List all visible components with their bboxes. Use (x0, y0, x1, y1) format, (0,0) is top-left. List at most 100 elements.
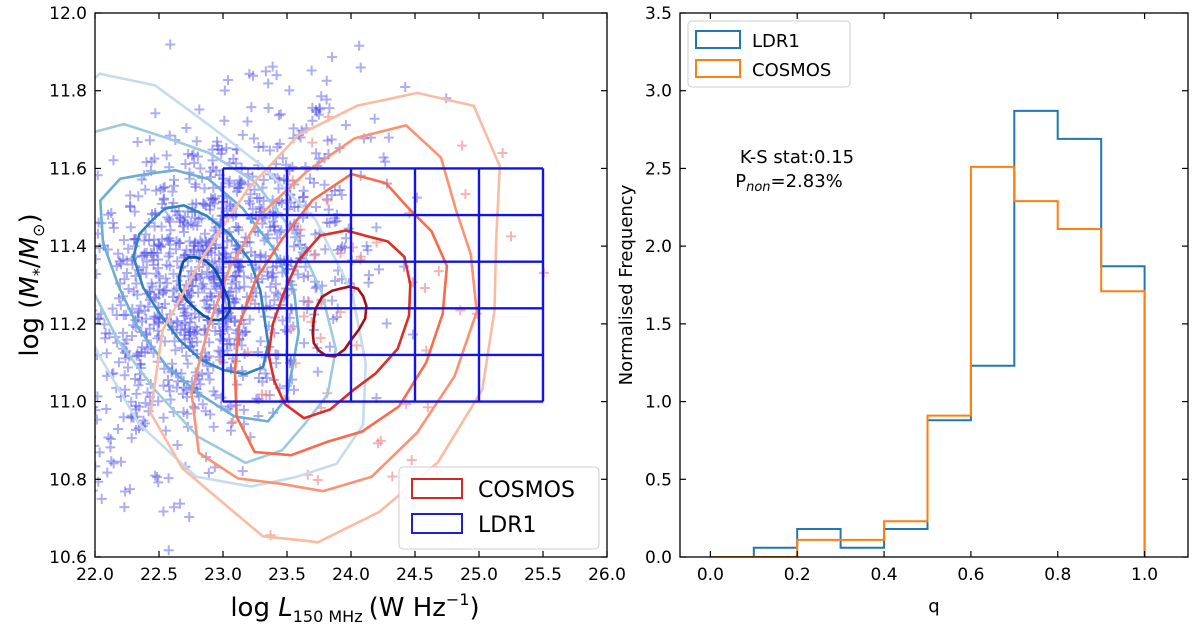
ldr1-point (145, 248, 156, 259)
right-legend: LDR1 COSMOS (687, 20, 851, 88)
ldr1-point (276, 225, 287, 236)
ldr1-point (95, 290, 96, 293)
ldr1-point (141, 247, 152, 258)
ldr1-point (179, 330, 190, 341)
ldr1-point (310, 229, 321, 240)
ldr1-point (276, 197, 287, 208)
ldr1-point (173, 238, 184, 249)
ldr1-point (140, 184, 151, 195)
ldr1-point (209, 256, 220, 267)
ldr1-point (378, 152, 389, 163)
ldr1-point (324, 103, 335, 114)
left-legend: COSMOS LDR1 (398, 466, 600, 550)
legend-label-cosmos-hist: COSMOS (752, 60, 831, 81)
ldr1-point (264, 145, 275, 156)
ldr1-point (179, 303, 190, 314)
cosmos-point (497, 147, 508, 158)
ldr1-point (120, 384, 131, 395)
ldr1-point (195, 163, 206, 174)
ldr1-point (205, 288, 216, 299)
left-plot-area (95, 39, 549, 557)
ldr1-point (270, 279, 281, 290)
ldr1-point (158, 380, 169, 391)
ldr1-point (153, 271, 164, 282)
ldr1-point (234, 182, 245, 193)
ldr1-point (118, 310, 129, 321)
ldr1-point (196, 281, 207, 292)
ldr1-point (153, 316, 164, 327)
left-x-tick-label: 22.0 (76, 565, 114, 585)
right-y-tick-label: 1.5 (645, 315, 672, 335)
ldr1-point (186, 313, 197, 324)
ldr1-point (138, 262, 149, 273)
ldr1-point (111, 309, 122, 320)
ldr1-point (208, 272, 219, 283)
ldr1-point (188, 244, 199, 255)
ldr1-point (163, 473, 174, 484)
legend-swatch-cosmos-hist (695, 59, 741, 78)
ldr1-point (298, 185, 309, 196)
ldr1-point (229, 181, 240, 192)
ldr1-point (198, 198, 209, 209)
cosmos-point (312, 474, 323, 485)
ldr1-point (118, 412, 129, 423)
ldr1-point (225, 401, 236, 412)
ldr1-point (192, 325, 203, 336)
ldr1-point (153, 254, 164, 265)
ldr1-point (307, 102, 318, 113)
ldr1-point (263, 270, 274, 281)
ldr1-point (164, 386, 175, 397)
ldr1-point (170, 244, 181, 255)
ldr1-point (164, 380, 175, 391)
ldr1-point (151, 268, 162, 279)
ldr1-point (139, 250, 150, 261)
ldr1-point (199, 183, 210, 194)
ldr1-contours (95, 72, 368, 488)
ldr1-point (132, 289, 143, 300)
ldr1-point (172, 276, 183, 287)
ldr1-point (229, 316, 240, 327)
ldr1-point (153, 289, 164, 300)
ldr1-point (95, 391, 103, 402)
ldr1-point (212, 136, 223, 147)
ldr1-point (207, 195, 218, 206)
ldr1-point (331, 216, 342, 227)
right-y-tick-label: 0.0 (645, 548, 672, 568)
ldr1-point (169, 180, 180, 191)
ldr1-point (231, 158, 242, 169)
ldr1-point (95, 378, 96, 381)
ldr1-point (142, 344, 153, 355)
ldr1-point (225, 425, 236, 436)
ldr1-point (327, 52, 338, 63)
ldr1-point (164, 248, 175, 259)
ldr1-point (162, 233, 173, 244)
right-y-tick-label: 1.0 (645, 393, 672, 413)
ldr1-point (233, 183, 244, 194)
ldr1-point (362, 245, 373, 256)
ldr1-point (95, 440, 100, 451)
ldr1-point (230, 294, 241, 305)
ldr1-point (196, 237, 207, 248)
ldr1-point (299, 338, 310, 349)
ldr1-point (304, 173, 315, 184)
ldr1-point (262, 266, 273, 277)
ldr1-point (133, 306, 144, 317)
cosmos-point (309, 250, 320, 261)
ldr1-point (172, 376, 183, 387)
ldr1-point (314, 104, 325, 115)
ldr1-point (144, 135, 155, 146)
ldr1-point (186, 218, 197, 229)
ldr1-point (163, 251, 174, 262)
right-x-tick-label: 0.8 (1044, 565, 1071, 585)
ldr1-point (185, 327, 196, 338)
ldr1-point (274, 227, 285, 238)
ldr1-point (153, 263, 164, 274)
ldr1-point (195, 235, 206, 246)
ldr1-point (170, 345, 181, 356)
ldr1-point (106, 456, 117, 467)
ldr1-point (172, 256, 183, 267)
ldr1-point (113, 248, 124, 259)
ldr1-point (340, 120, 351, 131)
ldr1-point (150, 108, 161, 119)
ldr1-point (189, 157, 200, 168)
